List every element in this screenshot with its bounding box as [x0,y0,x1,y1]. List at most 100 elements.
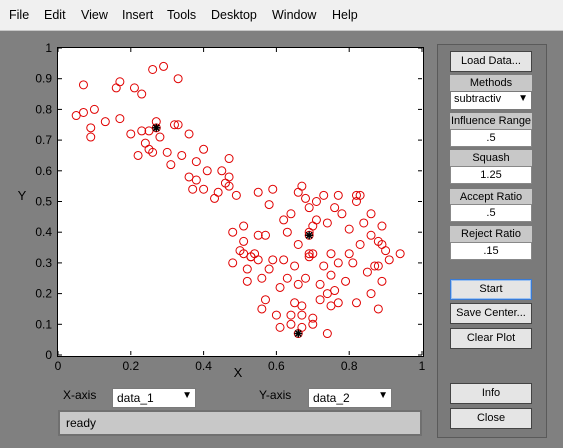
menu-insert[interactable]: Insert [122,8,154,22]
menu-tools[interactable]: Tools [167,8,197,22]
data-point [366,289,376,299]
y-tick-label: 0.3 [35,256,52,270]
data-point [293,279,303,289]
data-point [253,230,263,240]
data-point [173,74,183,84]
data-point [100,117,110,127]
data-point [351,190,361,200]
save-center-button[interactable]: Save Center... [450,303,532,324]
x-tick-label: 0.4 [195,359,212,373]
method-select[interactable]: subtractiv ▼ [450,91,532,110]
data-point [275,282,285,292]
data-point [293,187,303,197]
data-point [370,261,380,271]
data-point [362,267,372,277]
y-tick-label: 0.6 [35,164,52,178]
y-tick-label: 0.5 [35,195,52,209]
cluster-center [304,230,314,240]
plot-area[interactable] [57,47,424,357]
data-point [162,147,172,157]
data-point [330,286,340,296]
menu-help[interactable]: Help [332,8,358,22]
data-point [286,209,296,219]
data-point [351,298,361,308]
data-point [282,273,292,283]
data-point [268,184,278,194]
data-point [326,270,336,280]
data-point [166,160,176,170]
y-tick-label: 0.9 [35,72,52,86]
data-point [199,184,209,194]
data-point [330,203,340,213]
data-point [133,150,143,160]
data-point [275,322,285,332]
data-point [213,187,223,197]
chevron-down-icon: ▼ [378,390,388,401]
data-point [217,166,227,176]
data-point [322,329,332,339]
x-tick-label: 0 [55,359,62,373]
x-axis-select-label: X-axis [63,388,97,402]
load-data-button[interactable]: Load Data... [450,51,532,72]
data-point [381,246,391,256]
squash-input[interactable]: 1.25 [450,166,532,184]
data-point [199,144,209,154]
menu-view[interactable]: View [81,8,108,22]
data-point [293,239,303,249]
data-point [308,249,318,259]
influence-range-input[interactable]: .5 [450,129,532,147]
y-tick-label: 1 [45,41,52,55]
x-tick-label: 0.2 [122,359,139,373]
data-point [359,218,369,228]
reject-ratio-input[interactable]: .15 [450,242,532,260]
menu-window[interactable]: Window [272,8,317,22]
data-point [326,249,336,259]
data-point [137,89,147,99]
data-point [366,230,376,240]
data-point [282,227,292,237]
data-point [355,190,365,200]
data-point [304,203,314,213]
data-point [239,221,249,231]
y-tick-label: 0.4 [35,225,52,239]
data-point [78,80,88,90]
data-point [297,310,307,320]
data-point [140,138,150,148]
data-point [202,166,212,176]
menu-edit[interactable]: Edit [44,8,66,22]
x-axis-label: X [234,365,243,380]
accept-ratio-input[interactable]: .5 [450,204,532,222]
x-axis-select[interactable]: data_1 ▼ [112,388,196,408]
data-point [228,227,238,237]
x-tick-label: 0.8 [341,359,358,373]
data-point [337,209,347,219]
y-axis-select-label: Y-axis [259,388,292,402]
info-button[interactable]: Info [450,383,532,404]
data-point [137,126,147,136]
data-point [297,181,307,191]
menu-file[interactable]: File [9,8,30,22]
data-point [395,249,405,259]
data-point [86,132,96,142]
data-point [333,190,343,200]
start-button[interactable]: Start [450,279,532,300]
data-point [319,190,329,200]
y-tick-label: 0.1 [35,317,52,331]
data-point [177,150,187,160]
data-point [373,304,383,314]
data-point [286,310,296,320]
data-point [308,319,318,329]
data-point [231,190,241,200]
data-point [311,197,321,206]
data-point [184,129,194,139]
data-point [188,184,198,194]
menu-desktop[interactable]: Desktop [211,8,257,22]
data-point [224,154,234,164]
data-point [348,258,358,268]
y-tick-label: 0.8 [35,102,52,116]
data-point [308,221,318,231]
chevron-down-icon: ▼ [182,390,192,401]
clear-plot-button[interactable]: Clear Plot [450,328,532,349]
close-button[interactable]: Close [450,408,532,429]
y-axis-select[interactable]: data_2 ▼ [308,388,392,408]
